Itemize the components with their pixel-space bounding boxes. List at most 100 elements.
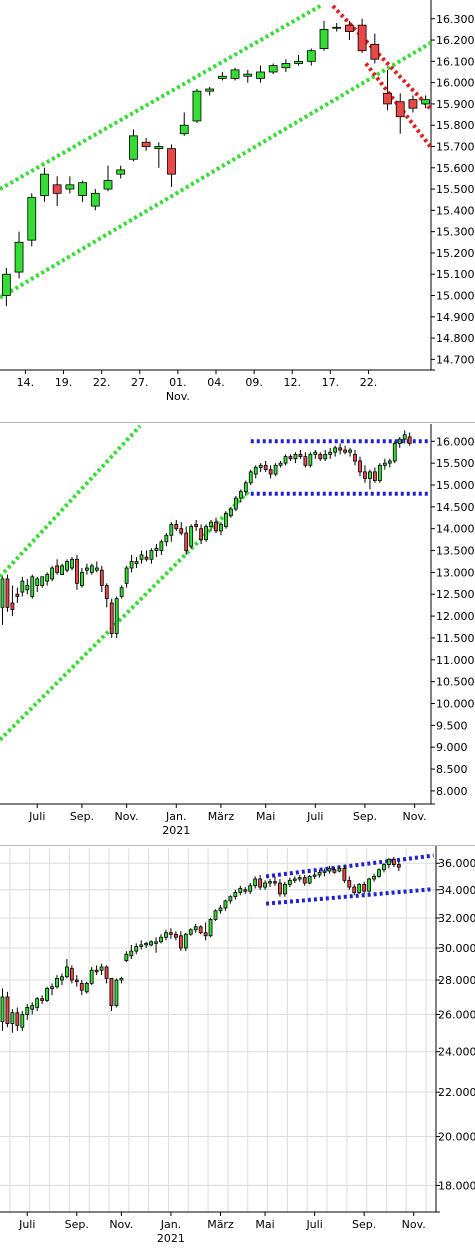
candle (90, 189, 100, 211)
candle-body-up (193, 926, 198, 931)
candle (10, 1009, 15, 1033)
candle (273, 876, 277, 886)
candle-body-down (15, 593, 20, 597)
y-tick-label: 14.800 (436, 332, 475, 345)
candle-body-down (178, 935, 183, 949)
x-tick-label: 27. (131, 376, 149, 389)
candle-body-down (109, 978, 114, 1007)
trendline (0, 4, 322, 191)
candle (338, 443, 343, 455)
candle (64, 958, 69, 979)
candle-body-down (357, 24, 367, 52)
candle-body-up (292, 878, 297, 881)
candle (129, 554, 134, 573)
candle (391, 856, 396, 868)
candle (129, 944, 134, 959)
candle (164, 533, 169, 547)
candle (248, 883, 253, 894)
candle (149, 548, 154, 564)
candle-body-down (69, 968, 74, 981)
candle-body-up (332, 26, 342, 29)
candle-body-up (188, 929, 193, 935)
trendline (364, 62, 431, 151)
candle (263, 880, 267, 890)
candle (183, 932, 188, 952)
candle-body-down (318, 454, 323, 460)
candle (144, 550, 149, 562)
candle-body-down (395, 101, 405, 118)
candle-body-down (109, 602, 114, 634)
candle-body-up (20, 580, 25, 593)
x-tick-label: 14. (17, 376, 35, 389)
candle-body-up (30, 576, 35, 597)
candle (382, 863, 386, 873)
candle (258, 463, 263, 472)
candle (307, 875, 312, 885)
y-tick-label: 15.500 (436, 183, 475, 196)
candle-body-up (149, 550, 154, 560)
candle (333, 445, 338, 457)
candle (78, 180, 87, 202)
candle (15, 587, 20, 603)
candle (99, 963, 104, 976)
chart-long-term: 18.000 20.000 22.000 24.000 26.000 28.000 30.0… (0, 846, 475, 1245)
candle-body-up (78, 182, 87, 196)
candle-body-up (258, 464, 263, 468)
y-tick-label: 20.000 (438, 1130, 475, 1143)
candle-body-up (154, 941, 158, 944)
y-tick-label: 16.200 (436, 34, 475, 47)
y-tick-label: 26.000 (438, 1009, 475, 1022)
y-tick-label: 16.000 (436, 435, 475, 448)
candle (124, 951, 129, 963)
candle-body-down (15, 1012, 20, 1026)
candle (233, 495, 238, 512)
y-tick-label: 9.500 (436, 719, 468, 732)
candle (297, 875, 302, 882)
x-tick-label: Jan. (160, 1218, 181, 1231)
candle (303, 452, 308, 468)
candle (40, 995, 45, 1004)
candle (292, 876, 297, 884)
x-tick-label: Mai (256, 810, 275, 823)
candle-body-down (199, 528, 204, 541)
candle (79, 980, 84, 996)
candle-body-up (223, 900, 228, 909)
candle (169, 928, 173, 939)
candle (144, 941, 149, 948)
y-tick-label: 22.000 (438, 1086, 475, 1099)
candle-body-down (347, 879, 352, 888)
candle (258, 875, 263, 890)
candle (362, 881, 367, 894)
candle-body-up (139, 554, 144, 560)
candle (327, 865, 332, 874)
candle-body-up (313, 451, 318, 455)
y-tick-label: 30.000 (438, 942, 475, 955)
candle (1, 267, 11, 307)
candle (342, 865, 347, 884)
y-tick-label: 16.300 (436, 13, 475, 26)
x-tick-sublabel: 2021 (162, 824, 190, 837)
x-tick-label: Juli (18, 1218, 35, 1231)
candle-body-up (322, 870, 327, 873)
candle-body-down (5, 578, 10, 608)
candle-body-up (84, 567, 89, 571)
candle (302, 875, 307, 886)
candle (80, 568, 84, 588)
candle-body-up (217, 75, 227, 79)
candle (109, 598, 114, 638)
candle (357, 18, 367, 53)
candle-body-up (50, 567, 55, 580)
chart-panel-medium-term: 8.000 8.500 9.000 9.500 10.000 10.500 11.000 11… (0, 424, 475, 844)
candle (114, 596, 119, 638)
x-tick-label: 01. (169, 376, 187, 389)
candle (293, 452, 298, 464)
candle-body-up (230, 69, 240, 79)
candle (217, 71, 227, 81)
y-tick-label: 15.800 (436, 119, 475, 132)
candle (199, 524, 204, 544)
candle (402, 430, 407, 444)
candle (116, 165, 126, 179)
candle-body-down (104, 585, 109, 600)
candle (104, 965, 109, 984)
candle-body-up (60, 976, 64, 981)
